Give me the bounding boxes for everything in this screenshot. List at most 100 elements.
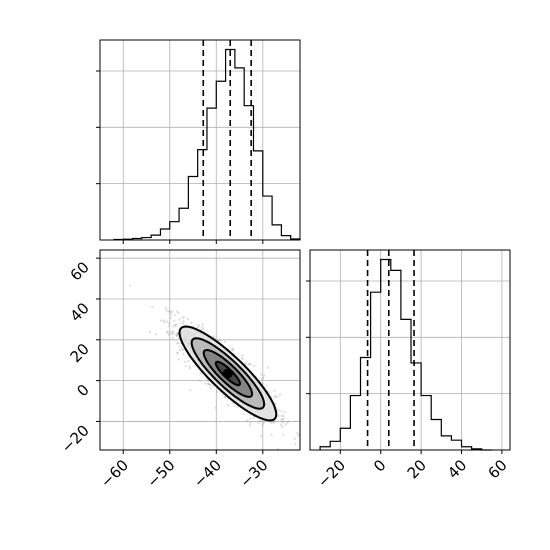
scatter-point xyxy=(174,314,177,317)
scatter-point xyxy=(280,423,283,426)
scatter-point xyxy=(168,310,171,313)
scatter-point xyxy=(283,410,286,414)
scatter-point xyxy=(162,319,165,322)
scatter-point xyxy=(261,423,264,426)
scatter-point xyxy=(272,420,275,423)
scatter-point xyxy=(172,319,176,323)
density-ytick-label-0: −20 xyxy=(58,422,93,457)
hist2-step-outline xyxy=(319,258,492,451)
density-ytick-label-2: 20 xyxy=(67,340,93,366)
scatter-point xyxy=(274,419,277,422)
scatter-point xyxy=(177,336,180,339)
density-xtick-label-1: −50 xyxy=(143,456,178,491)
scatter-point xyxy=(247,363,250,366)
density-ytick-label-1: 0 xyxy=(73,381,92,400)
scatter-point xyxy=(181,347,184,350)
scatter-point xyxy=(181,348,184,351)
hist1-bin-5 xyxy=(160,229,169,240)
hist2-bin-11 xyxy=(431,420,441,450)
scatter-point xyxy=(149,331,152,334)
scatter-point xyxy=(262,376,265,380)
scatter-point xyxy=(248,424,252,427)
scatter-point xyxy=(216,390,219,393)
density-ytick-label-3: 40 xyxy=(67,299,93,325)
scatter-point xyxy=(266,366,269,369)
scatter-point xyxy=(176,351,179,354)
scatter-point xyxy=(282,433,285,437)
scatter-point xyxy=(193,364,196,367)
scatter-point xyxy=(262,421,265,425)
scatter-point xyxy=(280,420,283,423)
scatter-point xyxy=(259,434,262,438)
scatter-point xyxy=(231,347,234,350)
scatter-point xyxy=(181,316,184,319)
contour-line-1 xyxy=(202,348,254,398)
scatter-point xyxy=(286,421,289,424)
scatter-point xyxy=(223,395,226,399)
hist2-bin-7 xyxy=(391,270,401,450)
hist1-bin-18 xyxy=(281,236,290,240)
density-plot-area xyxy=(100,250,300,450)
hist1-bin-13 xyxy=(235,68,244,240)
scatter-point xyxy=(174,323,178,326)
scatter-point xyxy=(212,335,215,338)
scatter-point xyxy=(224,395,227,398)
scatter-point xyxy=(182,320,185,323)
scatter-point xyxy=(282,417,285,421)
scatter-point xyxy=(174,324,177,328)
scatter-point xyxy=(232,349,235,352)
hist2-frame xyxy=(309,249,511,451)
hist2-bin-13 xyxy=(451,440,461,450)
scatter-point xyxy=(232,402,235,405)
scatter-point xyxy=(176,334,179,337)
scatter-point xyxy=(199,372,203,375)
scatter-point xyxy=(170,313,173,316)
scatter-point xyxy=(212,384,215,387)
scatter-point xyxy=(253,416,256,419)
scatter-point xyxy=(167,333,170,336)
scatter-point xyxy=(167,324,171,327)
scatter-point xyxy=(297,434,300,437)
scatter-point xyxy=(182,352,185,356)
hist1-bin-16 xyxy=(263,196,272,240)
scatter-point xyxy=(155,333,158,336)
scatter-point xyxy=(176,332,179,335)
scatter-point xyxy=(171,332,175,335)
scatter-point xyxy=(171,336,174,340)
scatter-point xyxy=(196,326,200,329)
scatter-point xyxy=(263,374,266,377)
density-scatter-panel: −60 −50 −40 −30 −20 0 20 40 60 xyxy=(58,249,301,491)
scatter-point xyxy=(184,360,187,363)
scatter-point xyxy=(273,389,276,392)
scatter-point xyxy=(259,373,263,376)
scatter-point xyxy=(190,321,193,324)
scatter-point xyxy=(258,419,262,423)
scatter-point xyxy=(178,348,182,352)
scatter-point xyxy=(210,386,213,389)
scatter-point xyxy=(294,442,297,445)
scatter-point xyxy=(186,318,189,321)
scatter-point xyxy=(151,305,154,308)
scatter-point xyxy=(206,382,210,385)
scatter-point xyxy=(272,421,276,424)
density-xtick-label-3: −30 xyxy=(237,456,272,491)
scatter-point xyxy=(261,378,264,381)
scatter-point xyxy=(187,359,190,363)
hist2-xtick-label-0: −20 xyxy=(314,456,349,491)
hist2-bin-5 xyxy=(371,292,381,450)
scatter-point xyxy=(177,311,180,315)
scatter-point xyxy=(217,339,220,342)
scatter-point xyxy=(282,421,285,424)
scatter-point xyxy=(241,354,244,357)
hist2-bin-12 xyxy=(441,436,451,450)
scatter-point xyxy=(201,327,204,331)
scatter-point xyxy=(282,415,285,418)
hist1-bin-6 xyxy=(170,222,179,240)
hist1-bin-11 xyxy=(216,81,225,240)
scatter-point xyxy=(223,340,227,343)
hist1-bin-17 xyxy=(272,225,281,240)
scatter-point xyxy=(173,324,177,327)
scatter-point xyxy=(177,358,180,361)
scatter-point xyxy=(276,395,279,398)
hist1-bin-4 xyxy=(151,235,160,240)
